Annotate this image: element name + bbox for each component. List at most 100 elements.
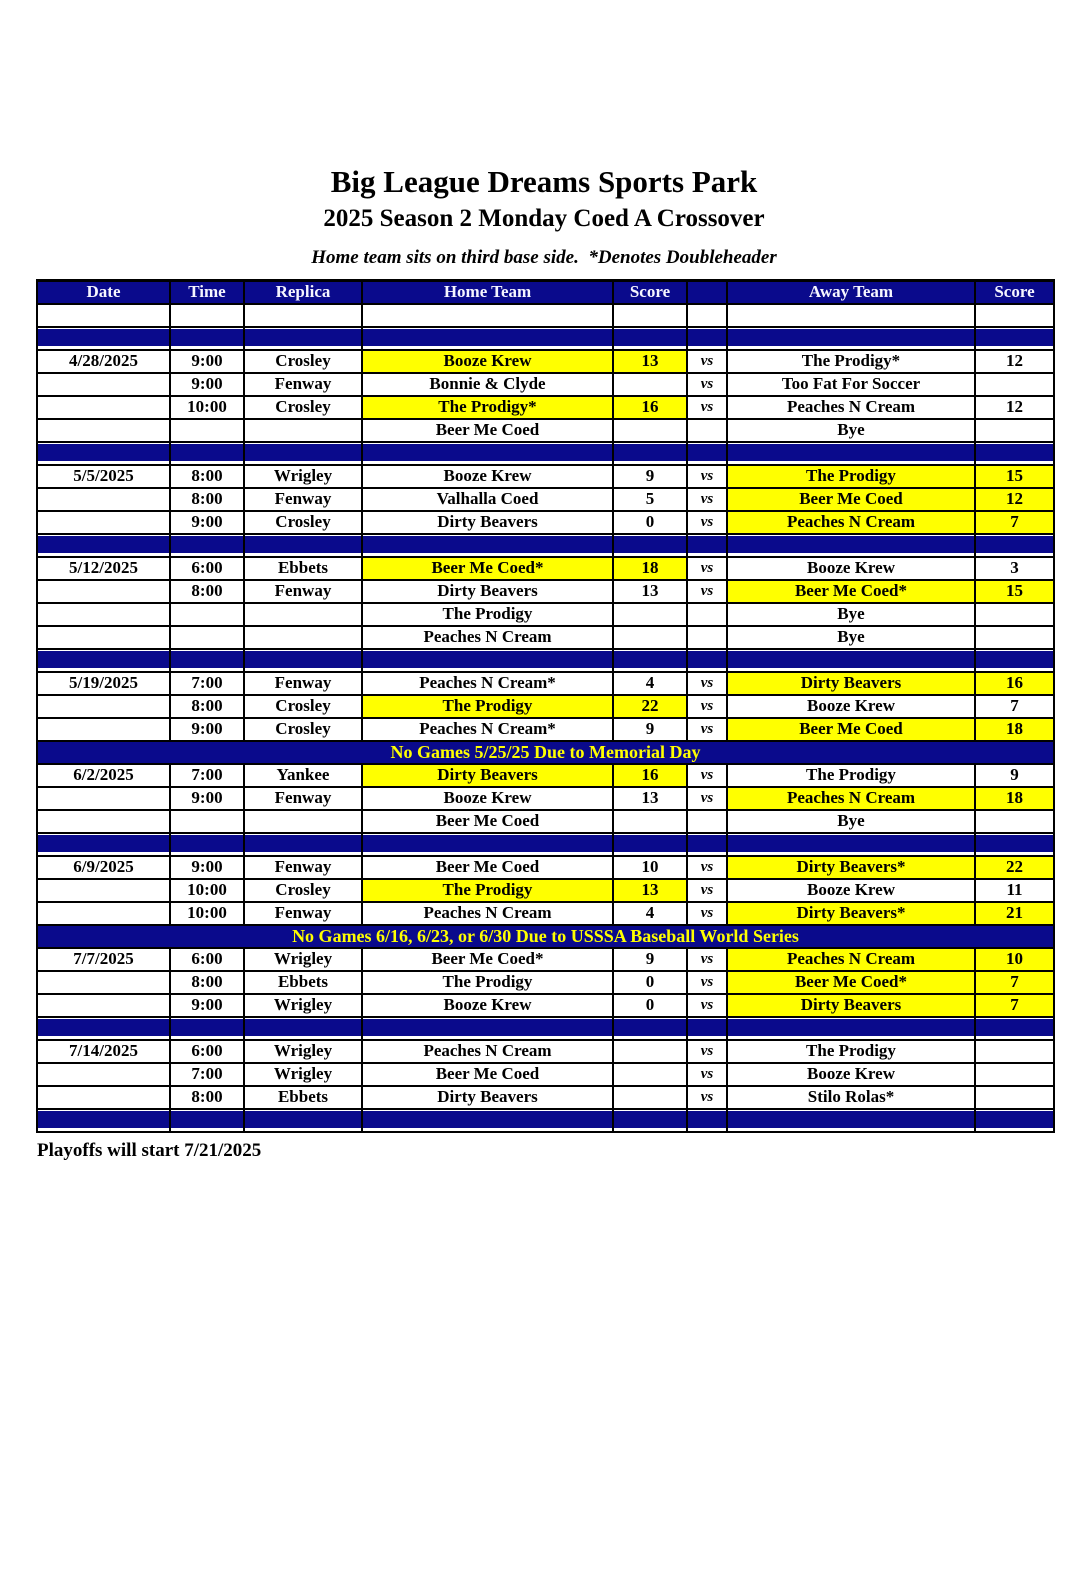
separator-cell — [686, 325, 728, 351]
home-score-cell — [612, 624, 688, 650]
replica-cell: Wrigley — [243, 1038, 363, 1064]
home-team-cell: The Prodigy — [361, 693, 614, 719]
replica-cell — [243, 601, 363, 627]
away-score-cell: 7 — [974, 509, 1055, 535]
vs-cell: vs — [686, 463, 728, 489]
vs-cell: vs — [686, 762, 728, 788]
separator-cell — [686, 532, 728, 558]
game-row: 5/19/2025 7:00 Fenway Peaches N Cream* 4 vs Di… — [36, 670, 1055, 696]
home-team-cell: Booze Krew — [361, 463, 614, 489]
game-row: 10:00 Crosley The Prodigy* 16 vs Peaches N Cr… — [36, 394, 1055, 420]
home-team-cell: Beer Me Coed — [361, 1061, 614, 1087]
replica-cell: Fenway — [243, 486, 363, 512]
home-score-cell — [612, 1084, 688, 1110]
away-team-cell: Booze Krew — [726, 555, 976, 581]
time-cell: 7:00 — [169, 1061, 245, 1087]
game-row: Beer Me Coed Bye — [36, 808, 1055, 834]
away-score-cell — [974, 808, 1055, 834]
blank-row — [36, 302, 1055, 328]
separator-cell — [169, 1107, 245, 1133]
game-row: 7/7/2025 6:00 Wrigley Beer Me Coed* 9 vs Peach… — [36, 946, 1055, 972]
date-cell — [36, 992, 171, 1018]
separator-cell — [169, 532, 245, 558]
away-score-cell — [974, 1038, 1055, 1064]
separator-cell — [974, 440, 1055, 466]
separator-cell — [726, 647, 976, 673]
schedule-page: Big League Dreams Sports Park 2025 Seaso… — [0, 165, 1088, 1162]
away-score-cell: 18 — [974, 785, 1055, 811]
date-cell: 7/7/2025 — [36, 946, 171, 972]
away-score-cell: 7 — [974, 693, 1055, 719]
blank-cell — [243, 302, 363, 328]
date-cell: 7/14/2025 — [36, 1038, 171, 1064]
game-row: 6/9/2025 9:00 Fenway Beer Me Coed 10 vs Dirty … — [36, 854, 1055, 880]
separator-cell — [612, 1107, 688, 1133]
home-team-cell: Booze Krew — [361, 785, 614, 811]
home-score-cell: 5 — [612, 486, 688, 512]
replica-cell: Crosley — [243, 693, 363, 719]
vs-cell: vs — [686, 348, 728, 374]
time-cell: 7:00 — [169, 670, 245, 696]
home-team-cell: Booze Krew — [361, 992, 614, 1018]
home-score-cell — [612, 1038, 688, 1064]
away-team-cell: The Prodigy — [726, 762, 976, 788]
away-team-cell: Bye — [726, 417, 976, 443]
home-team-cell: Booze Krew — [361, 348, 614, 374]
date-cell — [36, 900, 171, 926]
home-score-cell — [612, 417, 688, 443]
away-team-cell: The Prodigy — [726, 1038, 976, 1064]
header-away-team: Away Team — [726, 278, 976, 305]
game-row: 9:00 Fenway Booze Krew 13 vs Peaches N Cream 1… — [36, 785, 1055, 811]
separator-cell — [686, 1015, 728, 1041]
date-cell — [36, 969, 171, 995]
away-score-cell — [974, 601, 1055, 627]
time-cell: 9:00 — [169, 716, 245, 742]
away-score-cell: 9 — [974, 762, 1055, 788]
replica-cell: Ebbets — [243, 555, 363, 581]
date-cell — [36, 785, 171, 811]
separator-cell — [169, 325, 245, 351]
home-score-cell — [612, 371, 688, 397]
separator-row — [36, 1107, 1055, 1133]
home-score-cell: 16 — [612, 394, 688, 420]
replica-cell: Wrigley — [243, 1061, 363, 1087]
away-team-cell: The Prodigy — [726, 463, 976, 489]
away-team-cell: Too Fat For Soccer — [726, 371, 976, 397]
home-score-cell: 4 — [612, 900, 688, 926]
time-cell: 8:00 — [169, 1084, 245, 1110]
game-row: 10:00 Fenway Peaches N Cream 4 vs Dirty Beave… — [36, 900, 1055, 926]
separator-cell — [361, 1107, 614, 1133]
home-team-cell: Valhalla Coed — [361, 486, 614, 512]
away-team-cell: Stilo Rolas* — [726, 1084, 976, 1110]
game-row: 8:00 Fenway Dirty Beavers 13 vs Beer Me Coed*… — [36, 578, 1055, 604]
home-score-cell: 9 — [612, 463, 688, 489]
replica-cell: Fenway — [243, 670, 363, 696]
away-team-cell: Dirty Beavers — [726, 992, 976, 1018]
vs-cell: vs — [686, 394, 728, 420]
away-score-cell: 15 — [974, 578, 1055, 604]
away-score-cell: 12 — [974, 394, 1055, 420]
blank-cell — [612, 302, 688, 328]
replica-cell: Crosley — [243, 716, 363, 742]
home-team-cell: Beer Me Coed — [361, 854, 614, 880]
vs-cell: vs — [686, 900, 728, 926]
home-score-cell: 13 — [612, 785, 688, 811]
date-cell — [36, 394, 171, 420]
time-cell: 8:00 — [169, 463, 245, 489]
date-cell — [36, 693, 171, 719]
date-cell — [36, 601, 171, 627]
header-home-team: Home Team — [361, 278, 614, 305]
date-cell — [36, 486, 171, 512]
game-row: Peaches N Cream Bye — [36, 624, 1055, 650]
separator-row — [36, 647, 1055, 673]
separator-cell — [974, 1015, 1055, 1041]
replica-cell: Wrigley — [243, 992, 363, 1018]
away-score-cell: 21 — [974, 900, 1055, 926]
away-team-cell: Peaches N Cream — [726, 509, 976, 535]
date-cell — [36, 371, 171, 397]
separator-row — [36, 532, 1055, 558]
page-subtitle: 2025 Season 2 Monday Coed A Crossover — [323, 204, 765, 232]
separator-cell — [169, 647, 245, 673]
vs-cell: vs — [686, 693, 728, 719]
separator-cell — [361, 325, 614, 351]
